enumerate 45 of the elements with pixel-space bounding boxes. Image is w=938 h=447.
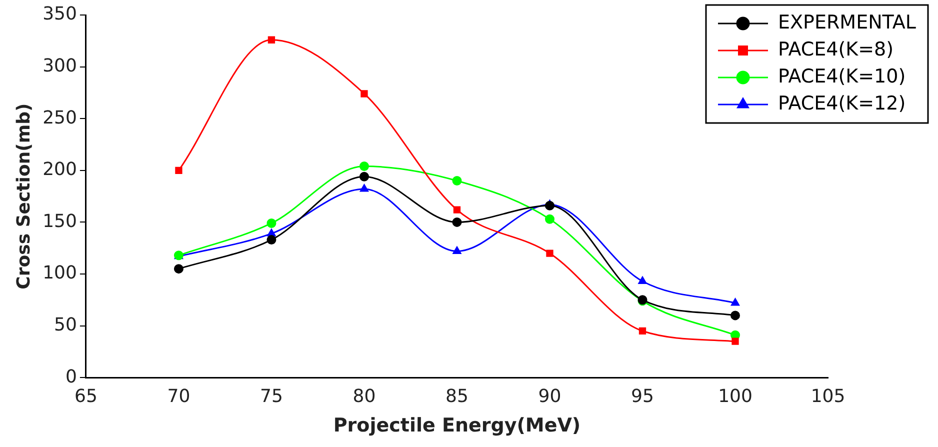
point: [452, 246, 462, 254]
y-tick-label: 250: [42, 107, 77, 128]
x-tick-label: 70: [167, 386, 190, 408]
point: [452, 176, 462, 186]
point: [730, 310, 740, 320]
point: [453, 206, 461, 214]
x-tick-label: 105: [810, 386, 846, 408]
point: [175, 166, 182, 174]
point: [544, 200, 554, 210]
y-axis-title: Cross Section(mb): [13, 103, 34, 290]
y-tick-label: 50: [54, 314, 77, 336]
point: [731, 298, 740, 306]
y-tick-label: 350: [42, 4, 77, 25]
legend-label: PACE4(K=12): [778, 92, 906, 114]
point: [266, 218, 276, 228]
x-axis-title: Projectile Energy(MeV): [333, 414, 581, 437]
point: [546, 250, 554, 257]
y-tick-label: 150: [42, 210, 77, 232]
point: [360, 90, 368, 98]
x-tick-label: 80: [352, 386, 376, 408]
legend-label: PACE4(K=8): [778, 38, 894, 60]
point: [266, 235, 276, 245]
x-tick-label: 90: [538, 386, 562, 408]
point: [732, 338, 739, 345]
point: [267, 228, 276, 236]
point: [359, 172, 369, 182]
x-tick-label: 95: [631, 386, 654, 408]
y-tick-label: 100: [42, 262, 77, 284]
y-tick-label: 300: [42, 55, 77, 76]
x-tick-label: 85: [446, 386, 468, 408]
y-tick-label: 200: [42, 159, 77, 180]
legend-label: EXPERMENTAL: [778, 11, 916, 34]
point: [638, 276, 647, 284]
point: [359, 162, 369, 172]
x-tick-label: 65: [74, 386, 98, 408]
x-tick-label: 100: [718, 386, 752, 408]
point: [544, 214, 554, 224]
point: [174, 264, 184, 274]
point: [360, 184, 368, 192]
point: [452, 217, 462, 227]
x-tick-label: 75: [260, 386, 283, 408]
y-tick-label: 0: [66, 366, 77, 388]
point: [268, 36, 276, 44]
legend-label: PACE4(K=10): [778, 65, 906, 88]
point: [638, 327, 646, 335]
